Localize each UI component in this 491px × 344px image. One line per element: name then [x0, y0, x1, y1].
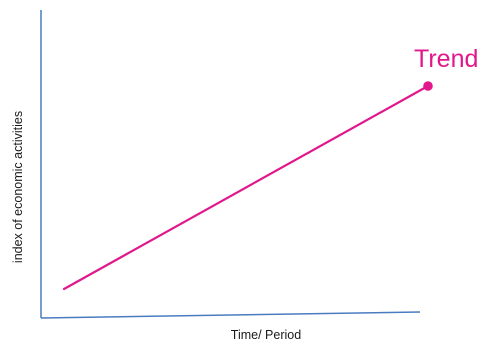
- y-axis-label: index of economic activities: [11, 111, 25, 263]
- trend-line: [62, 84, 430, 291]
- x-axis: [40, 311, 421, 319]
- trend-endpoint: [423, 81, 433, 91]
- x-axis-label: Time/ Period: [231, 328, 301, 342]
- trend-label: Trend: [414, 45, 478, 73]
